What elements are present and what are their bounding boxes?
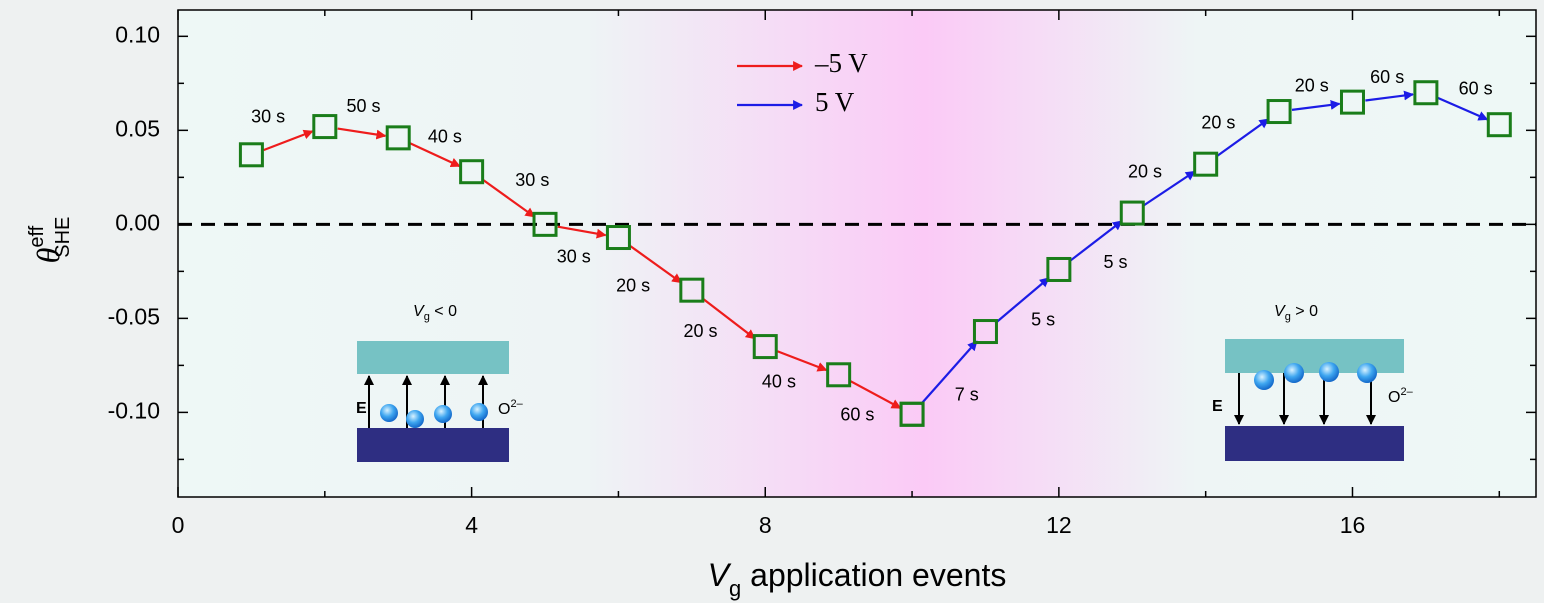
step-label: 7 s <box>955 385 979 405</box>
legend-label: 5 V <box>815 87 855 117</box>
step-label: 20 s <box>684 321 718 341</box>
step-label: 5 s <box>1031 309 1055 329</box>
electrode <box>1225 339 1404 373</box>
ion <box>434 405 452 423</box>
y-tick-label: 0.10 <box>115 21 160 47</box>
step-label: 30 s <box>515 170 549 190</box>
y-tick-label: -0.05 <box>108 303 160 329</box>
electrode <box>357 341 509 374</box>
ion <box>380 404 398 422</box>
step-label: 50 s <box>346 96 380 116</box>
x-tick-label: 12 <box>1046 512 1072 538</box>
ion <box>1319 362 1339 382</box>
chart: Vg < 0 E O2– Vg > 0 E O2– Vg <box>0 0 1544 603</box>
step-label: 30 s <box>557 247 591 267</box>
step-label: 20 s <box>616 276 650 296</box>
legend-label: –5 V <box>814 48 868 78</box>
inset-label: Vg < 0 <box>413 303 457 323</box>
step-label: 30 s <box>251 106 285 126</box>
step-label: 20 s <box>1295 76 1329 96</box>
ion <box>1284 363 1304 383</box>
inset-label: Vg > 0 <box>1274 303 1318 323</box>
y-tick-label: 0.05 <box>115 115 160 141</box>
electrode <box>1225 426 1404 461</box>
ion <box>1357 363 1377 383</box>
x-axis-label: Vg application events <box>708 557 1007 600</box>
ion <box>406 410 424 428</box>
step-label: 60 s <box>840 404 874 424</box>
step-label: 40 s <box>428 127 462 147</box>
electrode <box>357 428 509 462</box>
x-tick-label: 0 <box>172 512 185 538</box>
step-label: 60 s <box>1459 78 1493 98</box>
ion <box>1254 370 1274 390</box>
ion <box>470 403 488 421</box>
x-tick-label: 16 <box>1340 512 1366 538</box>
step-label: 20 s <box>1128 161 1162 181</box>
y-tick-label: 0.00 <box>115 209 160 235</box>
field-label: E <box>1212 398 1223 415</box>
y-tick-label: -0.10 <box>108 397 160 423</box>
field-label: E <box>356 400 367 417</box>
x-tick-label: 4 <box>465 512 478 538</box>
x-tick-label: 8 <box>759 512 772 538</box>
step-label: 20 s <box>1201 113 1235 133</box>
step-label: 40 s <box>762 371 796 391</box>
step-label: 60 s <box>1370 67 1404 87</box>
step-label: 5 s <box>1104 252 1128 272</box>
